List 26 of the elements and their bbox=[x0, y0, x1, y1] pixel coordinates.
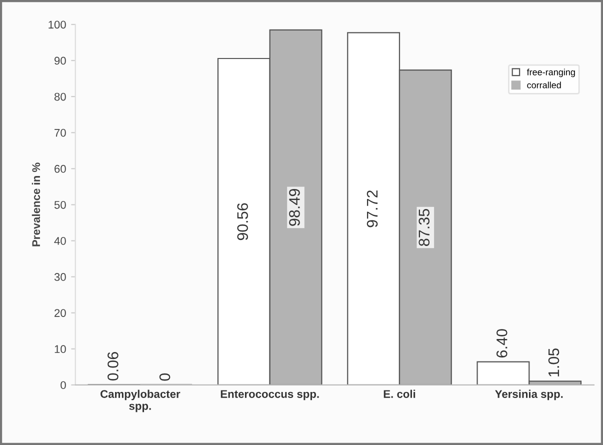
y-tick-label: 60 bbox=[54, 164, 66, 173]
data-label: 1.05 bbox=[548, 348, 560, 376]
data-label: 97.72 bbox=[366, 190, 378, 228]
x-tick-label: E. coli bbox=[384, 390, 416, 398]
x-tick-label: Campylobacter spp. bbox=[100, 390, 180, 412]
legend-label: free-ranging bbox=[526, 68, 575, 78]
x-tick-label: Enterococcus spp. bbox=[220, 390, 319, 400]
x-tick-label: Yersinia spp. bbox=[495, 390, 563, 400]
data-label: 98.49 bbox=[289, 189, 300, 226]
data-label: 0 bbox=[159, 373, 170, 381]
data-label: 6.40 bbox=[496, 329, 508, 358]
y-tick-label: 90 bbox=[54, 56, 66, 65]
legend-label: corralled bbox=[527, 82, 561, 88]
data-label: 90.56 bbox=[237, 203, 248, 240]
y-tick-label: 80 bbox=[54, 92, 66, 101]
y-tick-label: 10 bbox=[54, 345, 66, 354]
y-tick-label: 20 bbox=[54, 309, 66, 317]
data-label: 0.06 bbox=[108, 352, 118, 381]
y-tick-label: 70 bbox=[54, 128, 66, 137]
y-tick-label: 30 bbox=[54, 273, 66, 281]
y-tick-label: 40 bbox=[54, 237, 66, 245]
y-tick-label: 0 bbox=[60, 381, 66, 390]
y-axis-title: Prevalence in % bbox=[32, 162, 40, 246]
y-tick-label: 50 bbox=[54, 200, 66, 209]
y-tick-label: 100 bbox=[48, 20, 66, 29]
data-label: 87.35 bbox=[418, 209, 430, 246]
